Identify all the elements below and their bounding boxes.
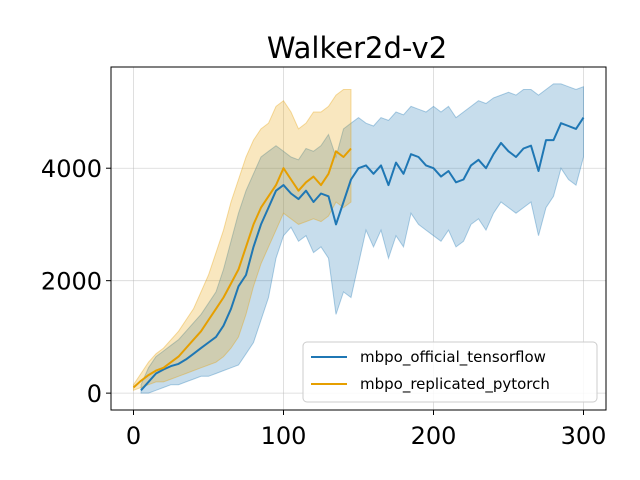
chart-title: Walker2d-v2	[267, 31, 447, 65]
confidence-bands	[133, 83, 584, 394]
band-pytorch	[133, 89, 352, 392]
y-axis: 0 2000 4000	[41, 155, 111, 408]
legend-label-tensorflow: mbpo_official_tensorflow	[360, 348, 546, 367]
y-tick-label: 4000	[41, 155, 102, 183]
x-tick-label: 100	[261, 422, 307, 450]
band-tensorflow	[140, 83, 584, 394]
x-tick-label: 0	[126, 422, 141, 450]
line-tensorflow	[140, 117, 585, 391]
x-tick-label: 200	[411, 422, 457, 450]
y-tick-label: 0	[87, 380, 102, 408]
x-axis: 0 100 200 300	[126, 410, 607, 450]
legend-label-pytorch: mbpo_replicated_pytorch	[360, 375, 550, 394]
line-pytorch	[132, 147, 352, 389]
y-tick-label: 2000	[41, 268, 102, 296]
legend-box	[302, 341, 598, 403]
plot-frame	[110, 66, 607, 411]
x-tick-label: 300	[561, 422, 607, 450]
legend: mbpo_official_tensorflow mbpo_replicated…	[302, 341, 598, 403]
series-lines	[132, 117, 585, 391]
